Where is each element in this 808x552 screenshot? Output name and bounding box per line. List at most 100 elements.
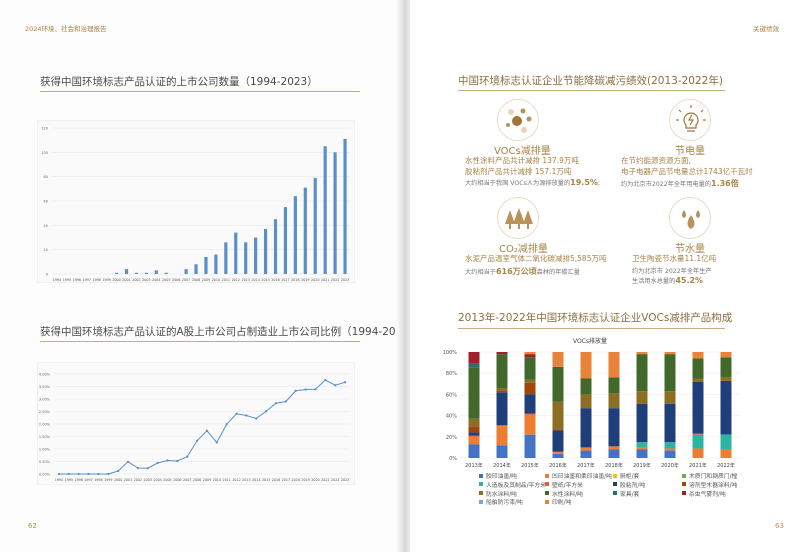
metric-label: 节电量 [675, 146, 705, 157]
page-number: 62 [28, 522, 37, 530]
legend-item: 木质门和钢质门/樘 [682, 471, 737, 480]
stacked-bar-segment [524, 357, 536, 380]
bar [164, 272, 168, 274]
x-tick-label: 2016 [272, 478, 280, 482]
stacked-bar-segment [496, 352, 508, 355]
stacked-bar-segment [524, 413, 536, 415]
x-tick-label: 2011 [222, 278, 230, 282]
x-tick-label: 2012 [232, 478, 240, 482]
stacked-bar-segment [636, 447, 648, 450]
stacked-bar-segment [664, 352, 676, 355]
data-point [117, 469, 120, 473]
x-tick-label: 1994 [55, 478, 63, 482]
stacked-bar-segment [468, 436, 480, 445]
metric-note: 约为北京市 2022年全年生产 [632, 268, 712, 275]
legend-item: 凹印油墨和柔印油墨/吨 [545, 471, 612, 480]
x-tick-label: 2014 [252, 478, 260, 482]
x-tick-label: 2014年 [493, 462, 511, 469]
x-tick-label: 2021 [321, 278, 329, 282]
bar [214, 254, 218, 274]
x-tick-label: 2019 [301, 278, 309, 282]
chart1-title: 获得中国环境标志产品认证的上市公司数量（1994-2023） [40, 76, 318, 88]
stacked-bar-segment [552, 452, 564, 454]
series-line [58, 379, 346, 475]
bar [303, 187, 307, 274]
y-tick-label: 40% [446, 414, 457, 420]
stacked-bar-segment [524, 434, 536, 458]
legend-item: 杀虫气雾剂/吨 [682, 489, 726, 498]
stacked-bar-segment [496, 425, 508, 427]
section-title: 中国环境标志认证企业节能降碳减污绩效(2013-2022年) [458, 75, 723, 87]
y-tick-label: 0.00% [39, 473, 51, 477]
section-header: 关键绩效 [753, 25, 779, 33]
legend-swatch [545, 482, 549, 487]
chart2-title: 获得中国环境标志产品认证的A股上市公司占制造业上市公司比例（1994-2023） [40, 326, 420, 338]
stacked-bar-segment [524, 354, 536, 358]
x-tick-label: 2008 [193, 478, 201, 482]
left-page: 2024环境、社会和治理报告 获得中国环境标志产品认证的上市公司数量（1994-… [0, 0, 419, 552]
stacked-bar-segment [664, 354, 676, 392]
x-tick-label: 2013 [242, 278, 250, 282]
data-point [324, 378, 327, 382]
x-tick-label: 2009 [203, 478, 211, 482]
page-number: 63 [775, 522, 784, 530]
data-point [304, 388, 307, 391]
bar [263, 228, 268, 274]
chart3-title: 2013年-2022年中国环境标志认证企业VOCs减排产品构成 [458, 312, 733, 324]
bar [134, 272, 139, 274]
stacked-bar-segment [636, 442, 648, 448]
stacked-bar-segment [664, 450, 676, 458]
x-tick-label: 2015年 [521, 462, 539, 469]
stacked-bar-segment [720, 377, 732, 381]
x-tick-label: 1995 [63, 278, 71, 282]
x-tick-label: 1999 [102, 278, 110, 282]
stacked-bar-segment [552, 429, 564, 431]
y-tick-label: 100 [41, 151, 48, 155]
stacked-bar-segment [608, 408, 620, 447]
stacked-bar-segment [468, 352, 480, 364]
x-tick-label: 2001 [124, 478, 132, 482]
x-tick-label: 1999 [104, 478, 112, 482]
x-tick-label: 2015 [261, 278, 269, 282]
stacked-bar-segment [468, 432, 480, 436]
y-tick-label: 2.50% [39, 410, 51, 414]
stacked-bar-segment [664, 391, 676, 404]
bar [254, 237, 258, 274]
stacked-bar-segment [524, 394, 536, 414]
stacked-bar-segment [636, 352, 648, 355]
title-underline [40, 341, 360, 342]
water-drops-icon [669, 197, 711, 239]
stacked-bar-segment [524, 352, 536, 355]
x-tick-label: 2020年 [661, 462, 679, 469]
x-tick-label: 2013年 [465, 462, 483, 469]
x-tick-label: 2023 [341, 478, 349, 482]
legend-label: 厨柜/套 [620, 474, 640, 480]
trees-icon [497, 197, 539, 239]
legend-label: 防水涂料/吨 [486, 491, 517, 498]
stacked-bar-segment [468, 444, 480, 458]
data-point [146, 467, 149, 470]
stacked-bar-segment [580, 408, 592, 448]
stacked-bar-segment [608, 352, 620, 378]
y-tick-label: 100% [443, 350, 458, 356]
data-point [97, 472, 100, 476]
data-point [87, 472, 90, 476]
stacked-bar-segment [580, 450, 592, 458]
x-tick-label: 1998 [94, 478, 102, 482]
x-tick-label: 2002 [134, 478, 142, 482]
y-tick-label: 2.00% [39, 423, 51, 427]
legend-swatch [545, 473, 549, 478]
legend-label: 溶剂型木器涂料/吨 [689, 482, 738, 489]
x-tick-label: 2020 [311, 478, 319, 482]
legend-item: 家具/套 [613, 489, 639, 498]
stacked-bar-segment [608, 377, 620, 394]
x-tick-label: 2016 [271, 278, 279, 282]
stacked-bar-segment [664, 448, 676, 451]
bar [184, 269, 188, 274]
metric-note: 大约相当于我国 VOCs人为源排放量的19.5%; [465, 178, 600, 187]
data-point [186, 455, 189, 458]
metric-note: 大约相当于616万公顷森林的年碳汇量 [465, 267, 580, 276]
y-tick-label: 40 [44, 224, 48, 228]
legend-item: 防水涂料/吨 [479, 489, 517, 498]
x-tick-label: 2000 [112, 278, 120, 282]
